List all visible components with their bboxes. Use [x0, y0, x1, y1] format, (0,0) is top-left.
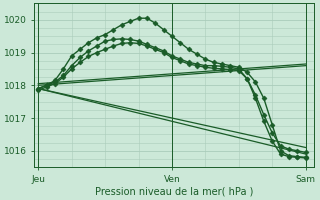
X-axis label: Pression niveau de la mer( hPa ): Pression niveau de la mer( hPa ) [95, 187, 253, 197]
